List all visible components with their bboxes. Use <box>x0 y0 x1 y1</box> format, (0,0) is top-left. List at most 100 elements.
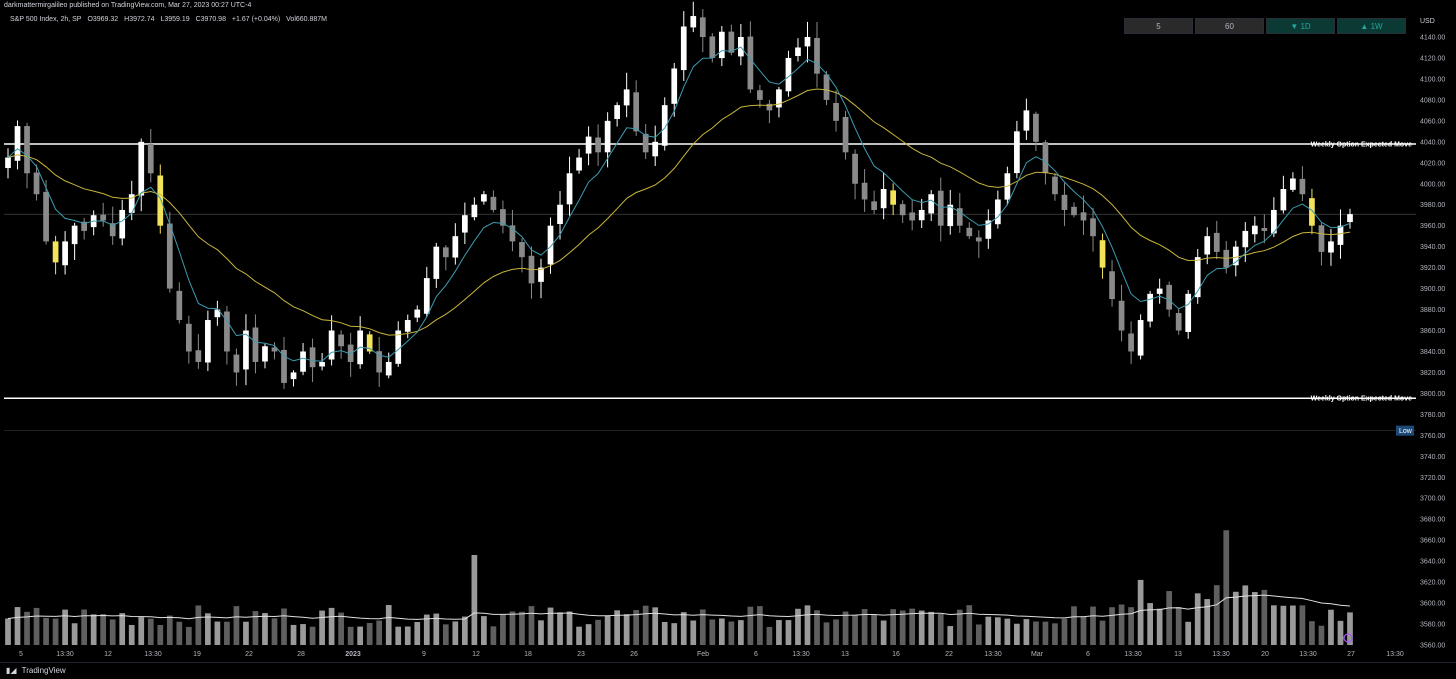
slow-moving-average-line <box>7 88 1351 336</box>
interval-1d-button[interactable]: ▼ 1D <box>1266 18 1335 34</box>
price-tick-label: 3560.00 <box>1420 643 1445 650</box>
candle-body <box>623 89 630 106</box>
candle-body <box>966 227 973 237</box>
time-tick-label: 27 <box>1347 651 1355 658</box>
volume-bar <box>347 626 354 645</box>
legend-close: C3970.98 <box>195 16 226 23</box>
candle-body <box>481 194 487 202</box>
candle-body <box>1242 230 1249 248</box>
legend-low: L3959.19 <box>160 16 190 23</box>
candle-body <box>442 247 449 258</box>
candle-body <box>557 204 563 224</box>
time-tick-label: 18 <box>524 651 532 658</box>
volume-bar <box>557 612 563 645</box>
candle-body <box>709 36 716 58</box>
volume-bar <box>214 621 221 645</box>
volume-bar <box>147 618 154 645</box>
volume-bar <box>62 609 68 645</box>
volume-bar <box>81 609 87 645</box>
candle-body <box>1309 198 1315 226</box>
price-tick-label: 3940.00 <box>1420 244 1445 251</box>
volume-bar <box>404 626 411 645</box>
time-tick-label: 6 <box>754 651 758 658</box>
time-axis[interactable]: 5 13:30 12 13:30 19 22 28 2023 9 12 18 23 26 Feb 6 13:3… <box>19 651 1404 658</box>
volume-bar <box>1185 621 1192 645</box>
price-tick-label: 4040.00 <box>1420 139 1445 146</box>
time-tick-label: 13:30 <box>792 651 810 658</box>
tradingview-logo[interactable]: ▮◢ TradingView <box>6 666 66 675</box>
candle-body <box>128 194 135 213</box>
price-axis[interactable]: USD 4140.00 4120.00 4100.00 4080.00 4060.00 40… <box>1416 14 1456 662</box>
volume-bar <box>100 614 107 645</box>
candle-body <box>233 354 240 373</box>
volume-bar <box>290 624 297 645</box>
volume-bar <box>281 608 287 645</box>
volume-bar <box>1166 591 1173 645</box>
candle-body <box>1166 284 1173 310</box>
candle-body <box>633 92 640 132</box>
candle-body <box>404 320 411 332</box>
price-tick-label: 3920.00 <box>1420 265 1445 272</box>
time-tick-label: 13:30 <box>1212 651 1230 658</box>
candle-body <box>100 214 107 221</box>
candle-body <box>1347 214 1353 223</box>
candle-body <box>290 372 297 380</box>
time-tick-label: 2023 <box>345 651 361 658</box>
price-tick-label: 3840.00 <box>1420 349 1445 356</box>
volume-bar <box>1309 621 1315 645</box>
candle-body <box>604 120 611 153</box>
candle-body <box>804 37 811 47</box>
volume-bar <box>614 610 620 645</box>
moving-averages <box>7 46 1351 362</box>
volume-bar <box>1099 620 1106 645</box>
candle-body <box>1280 189 1287 211</box>
volume-bar <box>1223 530 1230 645</box>
candle-body <box>766 103 773 111</box>
candle-body <box>1328 241 1334 253</box>
volume-bar <box>766 626 773 645</box>
volume-bar <box>309 626 316 645</box>
volume-bar <box>1109 607 1115 645</box>
candle-body <box>576 157 582 171</box>
volume-bar <box>33 607 40 645</box>
candle-body <box>281 349 287 383</box>
candle-body <box>1147 293 1153 322</box>
price-tick-label: 4020.00 <box>1420 160 1445 167</box>
candle-body <box>1061 194 1068 210</box>
time-tick-label: 13:30 <box>1386 651 1404 658</box>
candle-body <box>1232 246 1239 266</box>
interval-60-button[interactable]: 60 <box>1195 18 1264 34</box>
price-tick-label: 4140.00 <box>1420 35 1445 42</box>
price-chart[interactable]: Weekly Option Expected Move4037.87Weekly… <box>0 0 1456 662</box>
footer-bar: ▮◢ TradingView <box>0 662 1456 679</box>
volume-bar <box>680 612 687 645</box>
volume-bar <box>395 626 402 645</box>
candle-body <box>1251 225 1258 235</box>
candle-body <box>823 74 830 100</box>
price-tick-label: 4060.00 <box>1420 118 1445 125</box>
volume-bar <box>128 624 135 645</box>
interval-5-button[interactable]: 5 <box>1124 18 1193 34</box>
legend-symbol: S&P 500 Index, 2h, SP <box>10 16 82 23</box>
volume-bar <box>795 608 801 645</box>
volume-bar <box>481 616 487 645</box>
interval-1w-button[interactable]: ▲ 1W <box>1337 18 1406 34</box>
legend-volume: Vol660.887M <box>286 16 328 23</box>
volume-bar <box>576 626 582 645</box>
tradingview-brand: TradingView <box>21 666 66 675</box>
volume-bar <box>1337 620 1344 645</box>
time-tick-label: 12 <box>472 651 480 658</box>
volume-bar <box>1033 621 1039 645</box>
candle-body <box>1290 178 1296 190</box>
expected-move-label: Weekly Option Expected Move <box>1311 142 1413 149</box>
time-tick-label: Mar <box>1031 651 1044 658</box>
candle-body <box>652 141 659 157</box>
time-tick-label: 26 <box>630 651 638 658</box>
volume-bar <box>604 615 611 645</box>
candle-body <box>62 241 68 266</box>
volume-bar <box>880 620 887 645</box>
candle-body <box>109 223 116 237</box>
volume-bar <box>956 609 963 645</box>
candle-body <box>119 209 126 239</box>
volume-bar <box>1242 585 1249 645</box>
